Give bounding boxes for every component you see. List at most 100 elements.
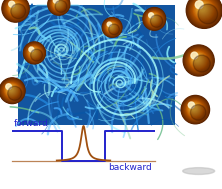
Circle shape (55, 0, 61, 6)
Circle shape (188, 0, 221, 27)
Circle shape (56, 1, 60, 5)
Circle shape (5, 84, 19, 97)
Circle shape (3, 0, 28, 21)
Circle shape (188, 50, 209, 70)
Circle shape (53, 0, 64, 10)
Circle shape (150, 15, 157, 21)
Circle shape (146, 10, 163, 27)
Circle shape (194, 56, 200, 62)
Circle shape (187, 101, 203, 117)
Circle shape (150, 15, 157, 22)
Circle shape (186, 48, 212, 73)
Circle shape (187, 49, 210, 72)
Circle shape (3, 81, 21, 100)
Circle shape (107, 22, 117, 32)
Circle shape (8, 1, 22, 15)
Circle shape (105, 21, 118, 34)
Circle shape (104, 20, 120, 35)
Circle shape (106, 22, 117, 33)
Circle shape (7, 0, 24, 17)
Circle shape (192, 54, 203, 65)
Circle shape (2, 80, 23, 101)
Circle shape (184, 46, 213, 75)
Circle shape (52, 0, 66, 11)
Circle shape (8, 1, 22, 15)
Circle shape (143, 8, 165, 30)
Circle shape (31, 49, 36, 54)
Circle shape (27, 46, 42, 60)
Circle shape (195, 57, 199, 61)
Circle shape (143, 8, 166, 30)
Circle shape (191, 0, 217, 24)
Circle shape (55, 0, 67, 12)
Circle shape (55, 0, 61, 7)
Circle shape (5, 0, 26, 19)
Circle shape (29, 48, 38, 57)
Circle shape (54, 0, 62, 7)
Circle shape (192, 106, 196, 110)
Circle shape (144, 9, 164, 29)
Circle shape (148, 13, 159, 24)
Circle shape (5, 0, 26, 19)
Circle shape (147, 11, 162, 26)
Circle shape (191, 53, 205, 67)
Circle shape (2, 0, 29, 22)
Circle shape (1, 80, 23, 102)
Circle shape (52, 0, 65, 10)
Circle shape (29, 47, 39, 58)
Circle shape (105, 20, 119, 35)
Circle shape (198, 5, 207, 13)
Circle shape (26, 44, 43, 61)
Circle shape (188, 103, 201, 115)
Circle shape (2, 81, 22, 101)
Circle shape (109, 25, 113, 28)
Circle shape (4, 0, 27, 20)
Circle shape (49, 0, 68, 14)
Circle shape (183, 45, 214, 76)
Circle shape (184, 98, 206, 121)
Circle shape (185, 99, 205, 119)
Circle shape (190, 52, 206, 67)
Circle shape (11, 4, 26, 19)
Circle shape (2, 0, 29, 22)
Circle shape (25, 44, 44, 62)
Circle shape (200, 6, 205, 11)
Circle shape (199, 5, 206, 12)
Circle shape (149, 14, 158, 23)
Circle shape (198, 4, 208, 14)
Circle shape (186, 101, 204, 118)
Circle shape (188, 0, 220, 26)
Circle shape (4, 82, 20, 98)
Circle shape (30, 49, 37, 56)
Circle shape (103, 19, 121, 36)
Circle shape (4, 82, 20, 99)
Circle shape (181, 95, 210, 124)
Circle shape (182, 96, 209, 123)
Circle shape (149, 13, 154, 18)
Circle shape (186, 100, 204, 119)
Circle shape (27, 45, 42, 60)
Circle shape (189, 104, 200, 114)
Circle shape (106, 21, 118, 33)
Circle shape (183, 97, 208, 122)
Circle shape (30, 49, 37, 55)
Circle shape (107, 22, 116, 31)
Text: forward: forward (14, 119, 49, 128)
Circle shape (9, 1, 15, 7)
Circle shape (50, 0, 67, 13)
Circle shape (54, 0, 63, 9)
Circle shape (53, 0, 58, 3)
Circle shape (6, 84, 17, 96)
Circle shape (12, 5, 16, 9)
Circle shape (193, 54, 202, 64)
Circle shape (29, 47, 39, 57)
Circle shape (191, 105, 197, 111)
Circle shape (10, 3, 19, 12)
Circle shape (30, 48, 38, 56)
Circle shape (4, 83, 19, 98)
Circle shape (146, 11, 162, 27)
Circle shape (189, 103, 200, 115)
Circle shape (104, 19, 120, 36)
Circle shape (109, 24, 119, 35)
Circle shape (145, 9, 164, 28)
